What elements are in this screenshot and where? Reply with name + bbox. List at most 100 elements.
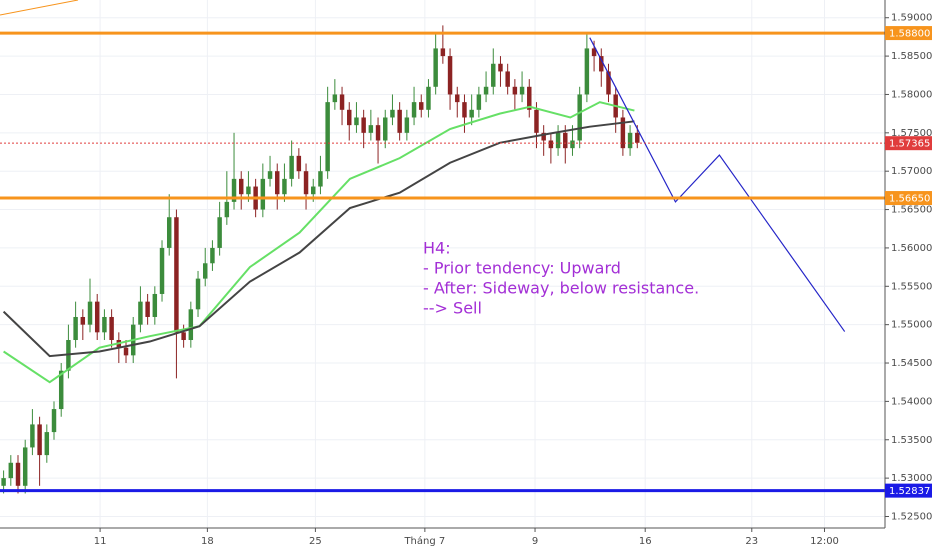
candle-body [491, 63, 496, 87]
candle-body [339, 94, 345, 110]
candle-body [87, 301, 93, 325]
level-label-box [885, 136, 932, 151]
candle-body [332, 94, 338, 103]
candle-body [1, 478, 6, 486]
candle-body [246, 186, 251, 195]
candle-body [577, 94, 582, 141]
level-label: 1.58800 [889, 29, 930, 40]
y-tick-label: 1.54500 [891, 358, 932, 369]
candle-body [606, 71, 611, 95]
level-label: 1.57365 [889, 139, 930, 150]
candle-body [483, 86, 489, 95]
candle-body [505, 71, 510, 87]
candle-body [275, 171, 280, 195]
candle-body [361, 117, 366, 133]
candle-body [8, 462, 14, 479]
y-tick-label: 1.57500 [891, 128, 932, 139]
candle-body [195, 278, 201, 310]
y-tick-label: 1.57000 [891, 166, 932, 177]
candle-body [303, 171, 309, 195]
y-tick-label: 1.55500 [891, 281, 932, 292]
x-tick-label: 9 [532, 536, 538, 547]
candle-body [138, 301, 143, 325]
y-tick-label: 1.54000 [891, 396, 932, 407]
candle-body [354, 117, 359, 126]
candle-body [15, 462, 21, 486]
candle-body [498, 63, 503, 72]
candle-body [318, 171, 323, 187]
y-tick-label: 1.56500 [891, 205, 932, 216]
candle-body [224, 201, 230, 218]
candle-body [51, 409, 57, 433]
candle-body [22, 447, 28, 486]
candle-body [102, 316, 107, 333]
candle-body [419, 102, 424, 110]
y-tick-label: 1.53000 [891, 473, 932, 484]
x-tick-label: Tháng 7 [403, 535, 445, 547]
candle-body [58, 370, 64, 410]
candle-body [260, 178, 266, 210]
candle-body [217, 217, 222, 248]
candle-body [527, 86, 532, 110]
candle-body [534, 109, 539, 133]
annotation: H4: [423, 239, 451, 258]
candle-body [563, 132, 568, 149]
y-tick-label: 1.53500 [891, 435, 932, 446]
y-tick-label: 1.56000 [891, 243, 932, 254]
level-label: 1.56650 [889, 194, 930, 205]
level-label: 1.52837 [889, 486, 930, 497]
line-series [2, 120, 635, 358]
y-tick-label: 1.58500 [891, 51, 932, 62]
candle-body [591, 48, 597, 57]
candle-body [570, 140, 575, 149]
candle-body [548, 140, 554, 149]
candle-body [145, 301, 150, 317]
candle-body [181, 332, 186, 341]
candle-body [447, 56, 453, 95]
candle-body [152, 293, 158, 317]
candle-body [282, 178, 287, 195]
candle-body [267, 171, 273, 179]
candle-body [174, 217, 179, 333]
y-tick-label: 1.55000 [891, 320, 932, 331]
candle-body [37, 424, 42, 456]
annotation: - Prior tendency: Upward [423, 259, 621, 278]
candle-body [231, 178, 237, 202]
candle-body [620, 117, 626, 149]
candle-body [94, 301, 100, 333]
annotation: - After: Sideway, below resistance. [423, 279, 699, 298]
candle-body [555, 132, 561, 149]
candle-body [123, 347, 129, 356]
candle-body [469, 109, 474, 118]
candle-body [347, 109, 352, 126]
candle-body [375, 125, 381, 141]
y-tick-label: 1.59000 [891, 13, 932, 24]
candle-body [159, 247, 165, 294]
candle-body [202, 263, 208, 279]
candle-body [404, 117, 410, 133]
candle-body [411, 102, 417, 118]
candle-body [73, 316, 78, 341]
candle-body [109, 316, 114, 341]
candle-body [635, 132, 640, 143]
x-tick-label: 23 [745, 536, 758, 547]
candle-body [166, 217, 172, 248]
candle-body [440, 48, 446, 57]
x-tick-label: 18 [201, 536, 214, 547]
candle-body [311, 186, 316, 195]
candle-body [80, 316, 86, 325]
level-label-box [885, 26, 932, 41]
candle-body [584, 48, 590, 95]
line-series [589, 37, 846, 332]
x-tick-label: 11 [94, 536, 107, 547]
candle-body [296, 155, 302, 172]
line-series [3, 101, 635, 384]
candle-body [325, 102, 330, 172]
candle-body [476, 94, 482, 110]
candle-body [397, 109, 402, 133]
candle-body [462, 102, 467, 118]
candle-body [627, 132, 633, 149]
candle-body [30, 424, 35, 448]
candle-body [541, 132, 546, 141]
